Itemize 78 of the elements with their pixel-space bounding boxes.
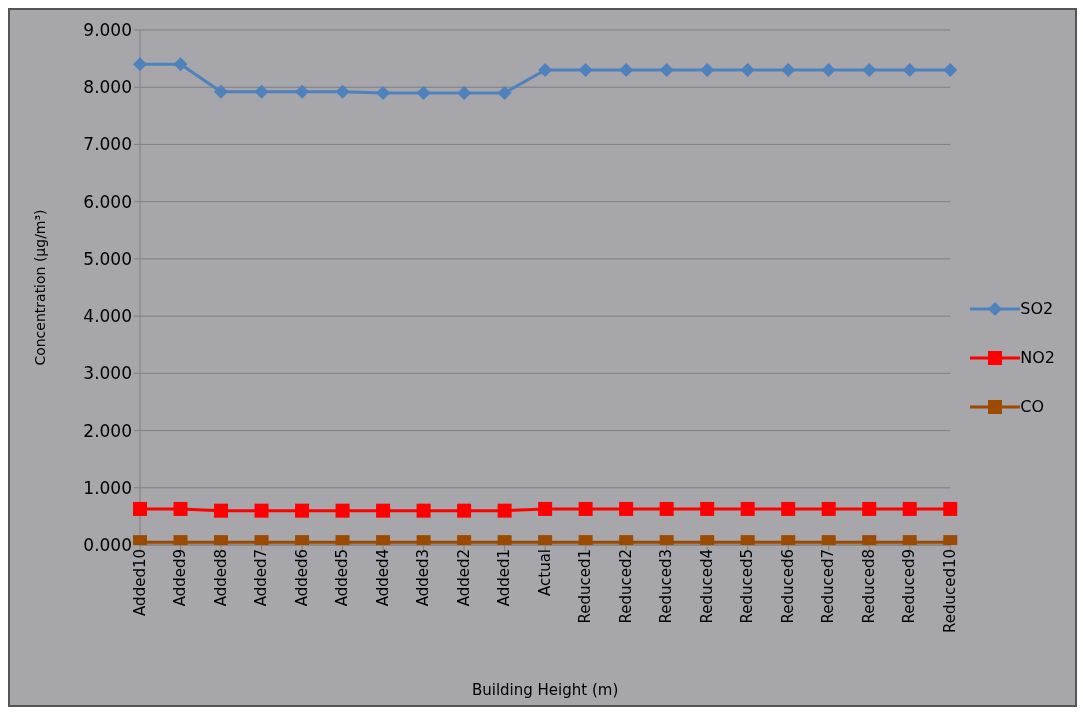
x-tick-label: Added4: [373, 549, 392, 607]
y-tick-label: 2.000: [83, 420, 132, 441]
point: [457, 85, 472, 100]
x-tick-label: Added3: [414, 549, 433, 607]
point: [416, 503, 431, 518]
point: [821, 63, 836, 78]
point: [902, 63, 917, 78]
x-tick-label: Added9: [171, 549, 190, 607]
x-tick-label: Reduced3: [657, 549, 676, 624]
point: [214, 503, 229, 518]
x-tick-label: Reduced7: [819, 549, 838, 624]
x-tick-label: Added2: [454, 549, 473, 607]
x-tick-label: Added8: [211, 549, 230, 607]
point: [740, 501, 755, 516]
legend-label: SO2: [1020, 299, 1054, 318]
point: [133, 57, 147, 72]
point: [254, 84, 269, 99]
x-tick-label: Reduced5: [738, 549, 757, 624]
y-tick-label: 5.000: [83, 248, 132, 269]
y-axis-title: Concentration (µg/m³): [31, 209, 48, 366]
x-tick-label: Actual: [535, 549, 554, 596]
x-tick-label: Reduced6: [778, 549, 797, 624]
point: [659, 63, 674, 78]
x-tick-label: Added5: [333, 549, 352, 607]
x-tick-label: Added7: [252, 549, 271, 607]
point: [943, 501, 958, 516]
point: [335, 84, 350, 99]
point: [538, 63, 553, 78]
point: [781, 501, 796, 516]
x-tick-label: Reduced2: [616, 549, 635, 624]
point: [457, 503, 472, 518]
x-tick-label: Added10: [130, 549, 149, 616]
x-tick-label: Reduced1: [576, 549, 595, 624]
point: [862, 63, 877, 78]
x-tick-label: Reduced10: [940, 549, 959, 634]
point: [133, 501, 147, 516]
x-tick-label: Added1: [495, 549, 514, 607]
point: [497, 85, 512, 100]
point: [821, 501, 836, 516]
point: [578, 63, 593, 78]
y-tick-label: 0.000: [83, 535, 132, 556]
point: [902, 501, 917, 516]
point: [173, 57, 188, 72]
point: [700, 63, 715, 78]
x-tick-label: Reduced4: [697, 549, 716, 624]
y-tick-label: 7.000: [83, 134, 132, 155]
point: [578, 501, 593, 516]
legend-label: CO: [1020, 397, 1045, 416]
point: [619, 501, 634, 516]
point: [173, 501, 188, 516]
point: [376, 85, 391, 100]
point: [416, 85, 431, 100]
y-tick-label: 3.000: [83, 363, 132, 384]
x-tick-label: Added6: [292, 549, 311, 607]
point: [862, 501, 877, 516]
point: [214, 84, 229, 99]
point: [335, 503, 350, 518]
x-tick-label: Reduced8: [859, 549, 878, 624]
point: [619, 63, 634, 78]
point: [295, 84, 310, 99]
x-tick-label: Reduced9: [900, 549, 919, 624]
x-axis-title: Building Height (m): [471, 681, 619, 699]
point: [700, 501, 715, 516]
point: [943, 63, 958, 78]
point: [740, 63, 755, 78]
point: [781, 63, 796, 78]
y-tick-label: 1.000: [83, 477, 132, 498]
point: [376, 503, 391, 518]
y-tick-label: 9.000: [83, 20, 132, 41]
y-tick-label: 6.000: [83, 191, 132, 212]
point: [295, 503, 310, 518]
legend-label: NO2: [1020, 348, 1055, 367]
point: [254, 503, 269, 518]
point: [538, 501, 553, 516]
y-tick-label: 8.000: [83, 77, 132, 98]
y-tick-label: 4.000: [83, 306, 132, 327]
point: [497, 503, 512, 518]
point: [659, 501, 674, 516]
